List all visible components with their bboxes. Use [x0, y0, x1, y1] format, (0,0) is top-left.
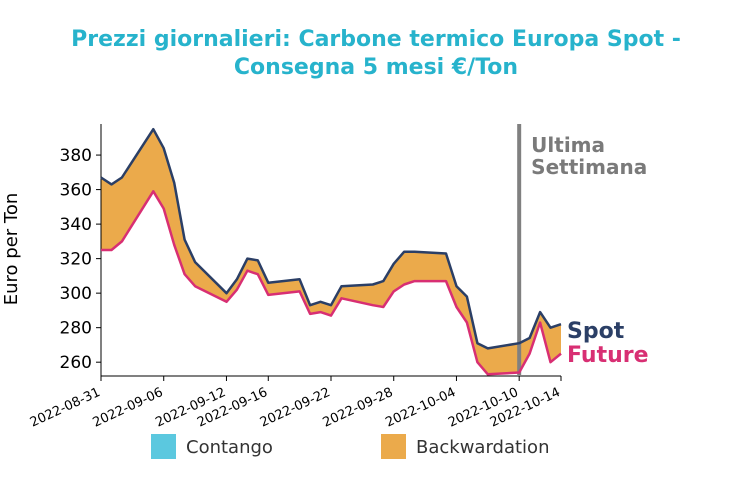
chart-title-line2: Consegna 5 mesi €/Ton	[234, 55, 518, 80]
series-line-spot	[100, 127, 562, 350]
legend-contango-swatch	[151, 434, 176, 459]
y-tick-label: 360	[60, 181, 92, 201]
y-tick-label: 320	[60, 250, 92, 270]
legend-backwardation-label: Backwardation	[416, 437, 549, 458]
series-label-future: Future	[567, 343, 649, 368]
series-line-future	[101, 190, 562, 376]
x-tick-label: 2022-08-31	[28, 385, 103, 431]
legend-backwardation-swatch	[381, 434, 406, 459]
y-tick-label: 260	[60, 353, 92, 373]
x-tick-label: 2022-09-06	[91, 385, 166, 431]
legend-contango-label: Contango	[186, 437, 273, 458]
plot-area: 260 280 300 320 340 360 380 2022-08-312022-09-0…	[28, 124, 649, 431]
x-tick-label: 2022-09-28	[321, 385, 396, 431]
annotation-line1: Ultima	[531, 133, 605, 157]
y-tick-label: 280	[60, 319, 92, 339]
y-axis-label: Euro per Ton	[1, 193, 22, 306]
series-label-spot: Spot	[567, 319, 625, 344]
y-tick-label: 380	[60, 146, 92, 166]
backwardation-area	[101, 129, 561, 375]
legend: Contango Backwardation	[151, 434, 549, 459]
chart-title-line1: Prezzi giornalieri: Carbone termico Euro…	[71, 27, 681, 52]
y-tick-label: 300	[60, 284, 92, 304]
annotation-line2: Settimana	[531, 155, 647, 179]
x-tick-label: 2022-09-22	[258, 385, 333, 431]
y-tick-label: 340	[60, 215, 92, 235]
x-tick-label: 2022-10-04	[383, 385, 458, 431]
